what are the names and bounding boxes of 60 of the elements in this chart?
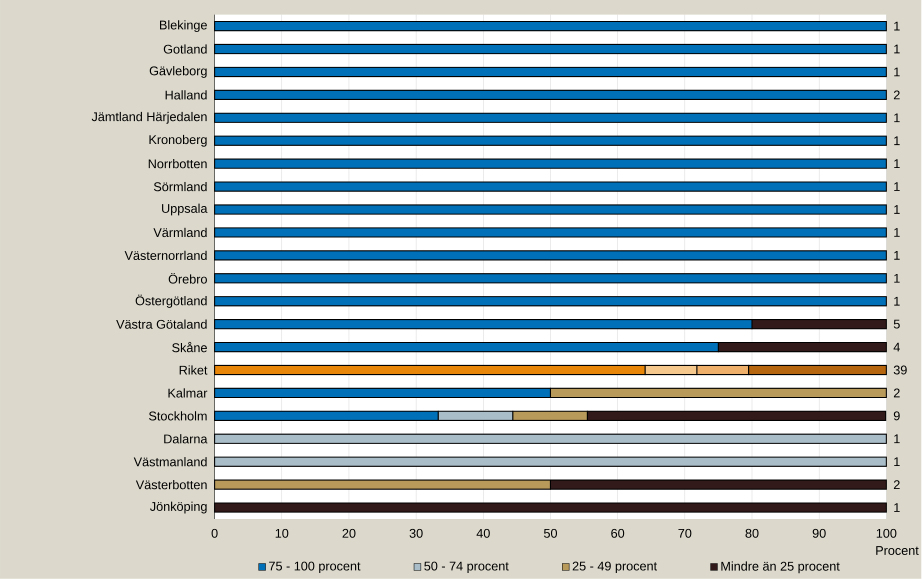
x-tick-label: 100 bbox=[876, 528, 896, 538]
x-tick-label: 80 bbox=[746, 528, 759, 538]
text: 1 bbox=[894, 251, 900, 260]
y-tick-label: Halland bbox=[166, 90, 207, 100]
y-tick-label: Stockholm bbox=[149, 411, 207, 421]
text: 1 bbox=[894, 68, 900, 76]
text: 1 bbox=[894, 205, 900, 214]
y-tick-label: Blekinge bbox=[160, 20, 207, 32]
legend-label: 25 - 49 procent bbox=[572, 562, 657, 574]
text: 2 bbox=[894, 90, 900, 100]
text: 39 bbox=[894, 366, 907, 375]
text: 1 bbox=[894, 457, 900, 466]
y-tick-label: Gotland bbox=[164, 44, 207, 54]
y-tick-label: Riket bbox=[180, 365, 208, 375]
x-axis-title: Procent bbox=[876, 546, 919, 555]
y-tick-label: Dalarna bbox=[164, 434, 208, 444]
y-tick-label: Östergötland bbox=[136, 294, 207, 308]
x-tick-label: 10 bbox=[276, 528, 288, 538]
y-tick-label: Norrbotten bbox=[148, 159, 207, 168]
x-tick-label: 0 bbox=[212, 528, 218, 538]
legend-label: 75 - 100 procent bbox=[269, 562, 360, 574]
x-tick-label: 40 bbox=[476, 528, 490, 538]
legend-label: 50 - 74 procent bbox=[424, 562, 509, 574]
y-tick-label: Uppsala bbox=[162, 204, 208, 216]
x-tick-label: 90 bbox=[812, 528, 826, 538]
x-tick-label: 60 bbox=[611, 528, 624, 538]
text: 1 bbox=[894, 182, 900, 191]
y-tick-label: Västra Götaland bbox=[116, 320, 207, 329]
text: 1 bbox=[894, 503, 900, 512]
y-tick-label: Västernorrland bbox=[124, 250, 207, 260]
x-tick-label: 70 bbox=[678, 528, 692, 538]
text: 1 bbox=[894, 159, 900, 168]
text: 1 bbox=[894, 114, 900, 122]
text: 1 bbox=[894, 296, 900, 306]
text: 2 bbox=[894, 388, 900, 398]
text: 4 bbox=[894, 342, 900, 352]
x-tick-label: 50 bbox=[544, 528, 558, 538]
y-tick-label: Örebro bbox=[168, 272, 207, 284]
text: 5 bbox=[894, 320, 900, 329]
y-tick-label: Skåne bbox=[172, 342, 207, 352]
text: 1 bbox=[894, 22, 900, 30]
text: 1 bbox=[894, 136, 900, 146]
text: 2 bbox=[894, 480, 900, 490]
y-tick-label: Kalmar bbox=[168, 388, 208, 398]
y-tick-label: Sörmland bbox=[154, 182, 207, 192]
y-tick-label: Jönköping bbox=[150, 502, 207, 514]
y-tick-label: Jämtland Härjedalen bbox=[92, 112, 207, 124]
y-tick-label: Kronoberg bbox=[149, 134, 207, 147]
y-tick-label: Västerbotten bbox=[136, 480, 207, 490]
text: 1 bbox=[894, 228, 900, 237]
text: 9 bbox=[894, 411, 900, 420]
x-tick-label: 20 bbox=[342, 528, 356, 538]
x-tick-label: 30 bbox=[410, 528, 423, 538]
text: 1 bbox=[894, 44, 900, 54]
y-tick-label: Gävleborg bbox=[150, 66, 207, 78]
text: 1 bbox=[894, 274, 900, 283]
y-tick-label: Värmland bbox=[153, 228, 207, 238]
text: 1 bbox=[894, 434, 900, 444]
legend-label: Mindre än 25 procent bbox=[721, 561, 840, 574]
y-tick-label: Västmanland bbox=[134, 457, 207, 466]
